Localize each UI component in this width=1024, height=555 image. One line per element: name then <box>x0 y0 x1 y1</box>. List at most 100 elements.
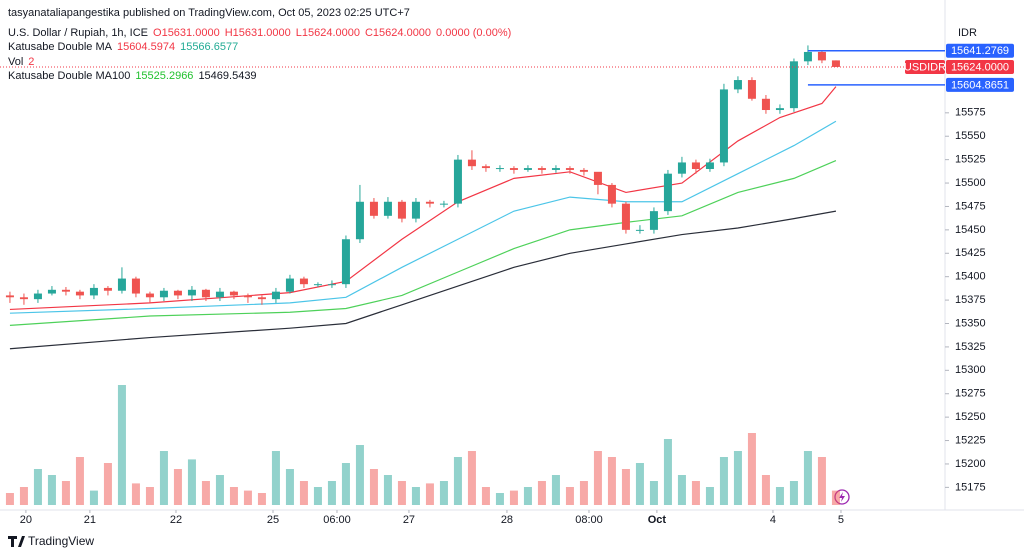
volume-bar <box>467 451 476 505</box>
volume-bar <box>411 487 420 505</box>
y-tick-label: 15550 <box>955 130 986 142</box>
x-tick-label: Oct <box>648 514 667 526</box>
x-tick-label: 08:00 <box>575 514 603 526</box>
x-tick-label: 20 <box>20 514 32 526</box>
volume-bar <box>635 463 644 505</box>
candle-body <box>131 278 140 294</box>
indicator-value: 2 <box>28 55 35 68</box>
candle-body <box>537 168 546 170</box>
logo <box>8 536 25 547</box>
volume-bar <box>439 481 448 505</box>
volume-bar <box>243 490 252 505</box>
candle-body <box>19 297 28 300</box>
candle-body <box>719 89 728 163</box>
indicator-row: Vol 2 <box>8 56 262 71</box>
price-tag <box>946 59 1014 74</box>
candle-body <box>831 60 840 67</box>
y-tick-label: 15300 <box>955 364 986 376</box>
ma-line <box>9 210 837 350</box>
volume-bar <box>103 463 112 505</box>
volume-bar <box>187 459 196 505</box>
candle-body <box>523 168 532 170</box>
y-tick-label: 15325 <box>955 341 986 353</box>
volume-bar <box>397 481 406 505</box>
ohlc-value: L15624.0000 <box>295 27 360 39</box>
volume-bar <box>761 475 770 505</box>
candle-body <box>383 201 392 216</box>
candle-body <box>145 293 154 298</box>
ohlc-value: 0.0000 (0.00%) <box>436 27 512 39</box>
price-tag <box>946 43 1014 58</box>
candle-body <box>243 295 252 298</box>
candle-body <box>33 293 42 300</box>
candle-body <box>579 169 588 172</box>
candle-body <box>495 168 504 170</box>
candle-body <box>803 51 812 62</box>
symbol-tag <box>905 59 945 74</box>
candle-body <box>663 173 672 212</box>
candle-body <box>775 108 784 111</box>
volume-bar <box>523 487 532 505</box>
candle-body <box>551 168 560 170</box>
candle-body <box>761 98 770 111</box>
volume-bar <box>341 463 350 505</box>
candle-body <box>481 166 490 169</box>
author-line: tasyanataliapangestika published on Trad… <box>8 7 410 19</box>
footer: TradingView <box>28 534 94 548</box>
candle-body <box>89 287 98 296</box>
volume-bar <box>705 487 714 505</box>
y-tick-label: 15200 <box>955 458 986 470</box>
volume-bar <box>565 487 574 505</box>
x-tick-label: 4 <box>770 514 776 526</box>
indicator-name: Katusabe Double MA <box>8 41 112 53</box>
y-tick-label: 15175 <box>955 481 986 493</box>
volume-bar <box>425 483 434 505</box>
candle-body <box>565 168 574 170</box>
price-tag-label: 15624.0000 <box>951 61 1009 73</box>
ohlc-value: C15624.0000 <box>364 27 432 39</box>
symbol-tag-label: USDIDR <box>904 61 946 73</box>
indicator-row: Katusabe Double MA100 15525.2966 15469.543… <box>8 70 262 85</box>
x-tick-label: 06:00 <box>323 514 351 526</box>
indicator-row: Katusabe Double MA 15604.5974 15566.6577 <box>8 41 262 56</box>
volume-bar <box>495 493 504 505</box>
volume-bar <box>131 483 140 505</box>
volume-bar <box>313 487 322 505</box>
volume-bar <box>579 481 588 505</box>
volume-bar <box>509 490 518 505</box>
volume-bar <box>719 457 728 505</box>
volume-bar <box>803 451 812 505</box>
y-tick-label: 15400 <box>955 271 986 283</box>
volume-bar <box>775 487 784 505</box>
indicator-value: 15469.5439 <box>198 70 257 82</box>
candle-body <box>593 171 602 185</box>
y-tick-label: 15375 <box>955 294 986 306</box>
candle-body <box>677 162 686 174</box>
candle-body <box>369 201 378 216</box>
candle-body <box>649 211 658 230</box>
volume-bar <box>61 481 70 505</box>
candle-body <box>635 229 644 231</box>
candle-body <box>691 162 700 170</box>
volume-bar <box>831 490 840 505</box>
y-tick-label: 15575 <box>955 107 986 119</box>
volume-bar <box>663 439 672 505</box>
ma-line <box>9 160 837 326</box>
y-tick-label: 15250 <box>955 411 986 423</box>
indicator-value: 15604.5974 <box>116 41 176 53</box>
volume-bar <box>215 475 224 505</box>
volume-bar <box>299 481 308 505</box>
x-tick-label: 5 <box>838 514 844 526</box>
candle-body <box>159 290 168 298</box>
candle-body <box>327 284 336 286</box>
ma-line <box>9 120 837 314</box>
candle-body <box>397 201 406 219</box>
indicator-value: 15566.6577 <box>180 41 239 53</box>
candle-body <box>103 287 112 291</box>
candle-body <box>117 278 126 291</box>
price-tag-label: 15641.2769 <box>951 45 1009 57</box>
volume-bar <box>19 487 28 505</box>
candle-body <box>467 159 476 167</box>
